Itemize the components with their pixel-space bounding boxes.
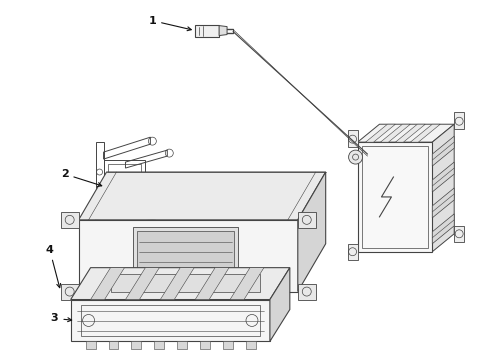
Polygon shape	[347, 244, 358, 260]
Polygon shape	[395, 124, 425, 142]
Polygon shape	[61, 284, 78, 300]
Polygon shape	[177, 341, 187, 349]
Polygon shape	[432, 214, 454, 244]
Polygon shape	[71, 268, 290, 300]
Polygon shape	[78, 220, 298, 292]
Polygon shape	[298, 212, 316, 228]
Polygon shape	[133, 227, 238, 272]
Polygon shape	[298, 284, 316, 300]
Polygon shape	[454, 226, 464, 242]
Text: 1: 1	[148, 15, 191, 31]
Polygon shape	[160, 268, 194, 300]
Polygon shape	[358, 142, 432, 252]
Polygon shape	[108, 341, 119, 349]
Polygon shape	[380, 124, 410, 142]
Polygon shape	[131, 341, 142, 349]
Text: 3: 3	[51, 314, 72, 323]
Polygon shape	[219, 26, 227, 36]
Polygon shape	[347, 130, 358, 147]
Polygon shape	[125, 268, 159, 300]
Polygon shape	[195, 268, 229, 300]
Polygon shape	[86, 341, 96, 349]
Polygon shape	[195, 24, 219, 37]
Polygon shape	[91, 268, 124, 300]
Polygon shape	[270, 268, 290, 341]
Polygon shape	[223, 341, 233, 349]
Polygon shape	[366, 124, 395, 142]
Text: 2: 2	[61, 169, 102, 186]
Polygon shape	[298, 172, 326, 292]
Circle shape	[348, 150, 363, 164]
Text: 4: 4	[46, 245, 61, 288]
Polygon shape	[230, 268, 264, 300]
Polygon shape	[432, 162, 454, 192]
Polygon shape	[200, 341, 210, 349]
Polygon shape	[78, 172, 326, 220]
Polygon shape	[137, 231, 234, 268]
Polygon shape	[432, 136, 454, 166]
Polygon shape	[432, 188, 454, 218]
Polygon shape	[410, 124, 440, 142]
Polygon shape	[358, 124, 454, 142]
Polygon shape	[154, 341, 164, 349]
Polygon shape	[246, 341, 256, 349]
Polygon shape	[454, 112, 464, 129]
Polygon shape	[61, 212, 78, 228]
Polygon shape	[111, 274, 260, 292]
Polygon shape	[71, 300, 270, 341]
Polygon shape	[432, 124, 454, 252]
